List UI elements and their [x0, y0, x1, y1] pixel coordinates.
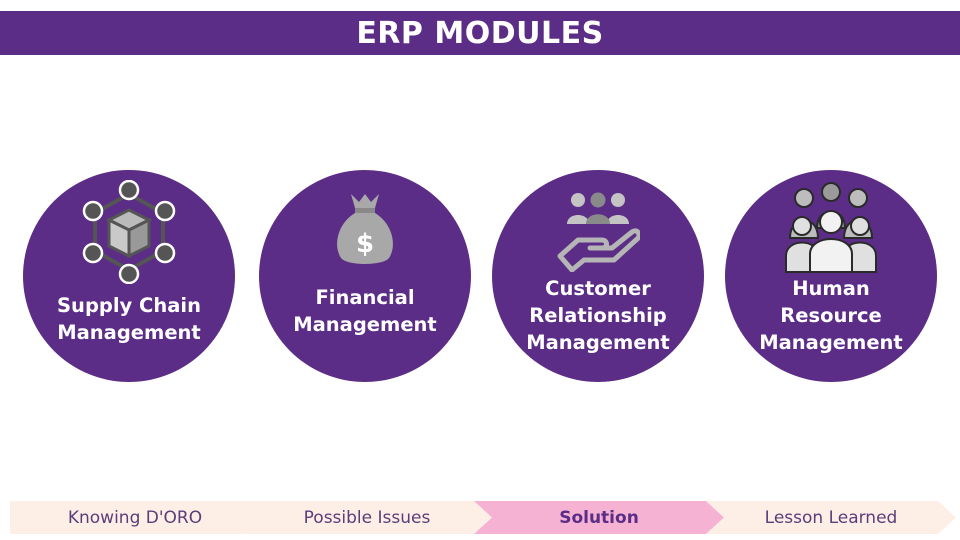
nav-step-label: Lesson Learned	[764, 507, 898, 528]
nav-step-label: Possible Issues	[303, 507, 431, 528]
module-label-financial: Financial Management	[293, 286, 437, 336]
nav-step-possible-issues[interactable]: Possible Issues	[242, 501, 492, 534]
module-label-customer-relationship: Customer Relationship Management	[526, 277, 670, 354]
title-bar: ERP MODULES	[0, 11, 960, 55]
customer-hand-icon	[557, 192, 640, 272]
module-label-supply-chain: Supply Chain Management	[57, 294, 201, 344]
supply-chain-network-icon	[82, 180, 176, 284]
page-title: ERP MODULES	[356, 15, 604, 51]
nav-step-solution[interactable]: Solution	[474, 501, 724, 534]
module-supply-chain[interactable]: Supply Chain Management	[23, 170, 235, 382]
module-financial[interactable]: $ Financial Management	[259, 170, 471, 382]
people-group-icon	[785, 182, 877, 273]
nav-step-label: Solution	[559, 507, 639, 528]
svg-text:$: $	[356, 229, 374, 259]
module-human-resource[interactable]: Human Resource Management	[725, 170, 937, 382]
nav-step-lesson-learned[interactable]: Lesson Learned	[706, 501, 956, 534]
nav-step-knowing-doro[interactable]: Knowing D'ORO	[10, 501, 260, 534]
module-label-human-resource: Human Resource Management	[759, 277, 903, 354]
module-customer-relationship[interactable]: Customer Relationship Management	[492, 170, 704, 382]
nav-step-label: Knowing D'ORO	[67, 507, 203, 528]
money-bag-icon: $	[337, 194, 393, 264]
